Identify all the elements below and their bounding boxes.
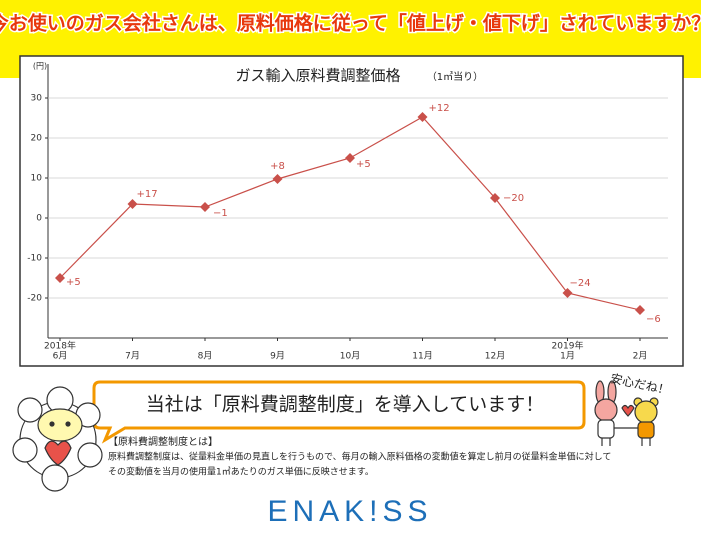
- chart-frame: [19, 55, 684, 367]
- y-tick-label: -20: [27, 294, 42, 304]
- x-tick-label: 1月: [560, 351, 575, 362]
- point-marker: [417, 112, 428, 122]
- mascot-speech: 安心だね！: [609, 370, 671, 397]
- y-unit: (円): [33, 62, 47, 71]
- point-annotation: +5: [66, 277, 81, 288]
- x-tick-label: 7月: [125, 351, 140, 362]
- point-annotation: −24: [570, 278, 591, 289]
- callout-text: 当社は「原料費調整制度」を導入しています！: [146, 394, 544, 416]
- point-marker: [127, 199, 138, 209]
- x-year-label: 2019年: [552, 340, 584, 352]
- x-tick-label: 12月: [485, 351, 505, 362]
- point-annotation: +17: [137, 189, 158, 200]
- callout-bubble: [92, 380, 586, 444]
- chart-title: ガス輸入原料費調整価格: [235, 67, 400, 85]
- note-heading: 【原料費調整制度とは】: [108, 435, 218, 448]
- point-annotation: +8: [270, 161, 285, 172]
- x-year-label: 2018年: [44, 340, 76, 352]
- point-marker: [272, 174, 283, 184]
- y-tick-label: 20: [31, 134, 43, 144]
- point-marker: [490, 193, 500, 203]
- point-annotation: −1: [213, 208, 228, 219]
- note-line: その変動値を当月の使用量1㎥あたりのガス単価に反映させます。: [108, 466, 374, 478]
- point-annotation: −20: [503, 193, 524, 204]
- point-annotation: −6: [646, 314, 661, 325]
- x-tick-label: 10月: [340, 351, 360, 362]
- point-marker: [200, 202, 210, 212]
- chart-subtitle: （1㎥当り）: [427, 70, 483, 83]
- x-tick-label: 9月: [270, 351, 285, 362]
- sheep-mascot: [12, 386, 103, 492]
- point-marker: [562, 288, 573, 298]
- logo: ENAK!SS: [267, 495, 432, 528]
- point-marker: [55, 273, 65, 283]
- x-tick-label: 6月: [53, 351, 68, 362]
- point-annotation: +12: [429, 103, 450, 114]
- y-tick-label: 0: [36, 214, 42, 224]
- banner-title: 今お使いのガス会社さんは、原料価格に従って「値上げ・値下げ」されていますか？: [0, 12, 701, 35]
- x-tick-label: 2月: [633, 351, 648, 362]
- x-tick-label: 11月: [412, 351, 432, 362]
- y-tick-label: 10: [31, 174, 43, 184]
- point-marker: [345, 153, 355, 163]
- note-line: 原料費調整制度は、従量料金単価の見直しを行うもので、毎月の輸入原料価格の変動値を…: [108, 451, 611, 463]
- point-marker: [635, 305, 645, 315]
- x-tick-label: 8月: [198, 351, 213, 362]
- y-tick-label: 30: [31, 94, 43, 104]
- y-tick-label: -10: [27, 254, 42, 264]
- friends-mascot: [594, 380, 659, 446]
- point-annotation: +5: [356, 159, 371, 170]
